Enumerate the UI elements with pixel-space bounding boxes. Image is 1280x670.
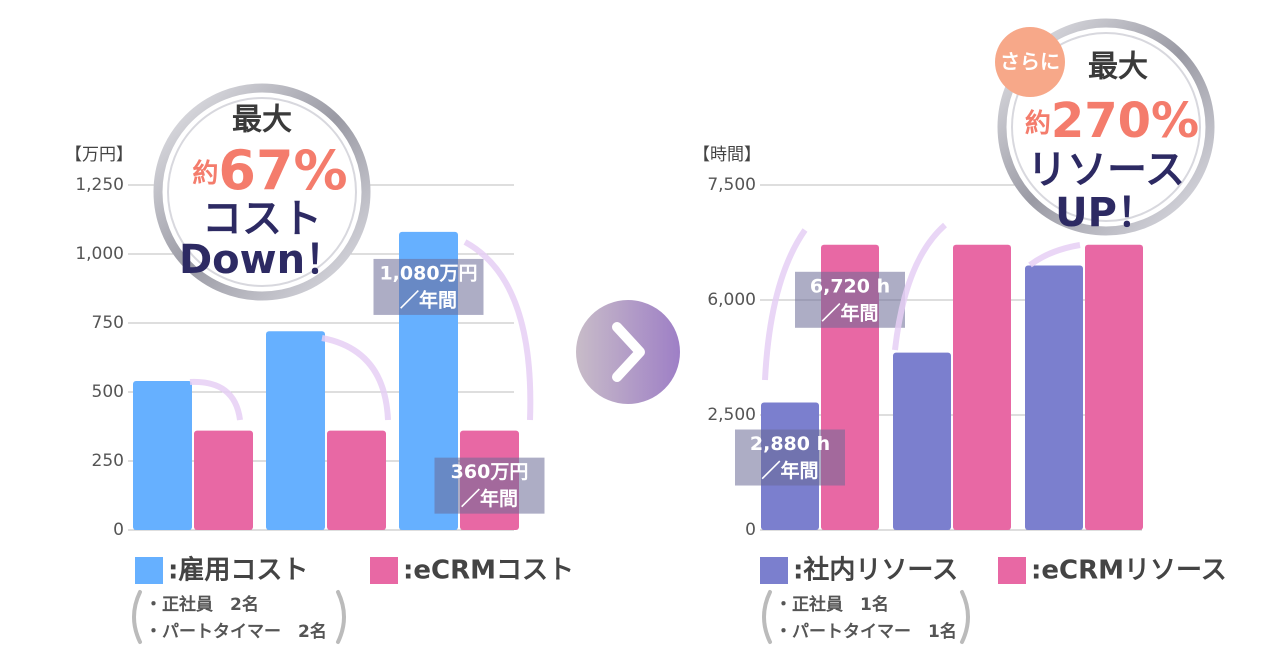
unit-label: 【万円】: [65, 145, 133, 165]
value-label: 6,720 h: [810, 275, 890, 297]
decor-arrows: [189, 222, 1081, 421]
badge: 最大 約67% コスト Down！: [153, 83, 371, 301]
badge-circle: [153, 83, 371, 301]
bar: [953, 244, 1011, 531]
bar: [266, 331, 325, 530]
charts: 【万円】 0 250 500 750 1,000 1,250 :雇用コスト :eCRMコスト 1,…: [65, 145, 1227, 642]
legend-label: :eCRMリソース: [1031, 556, 1227, 586]
badge-number: 67%: [218, 139, 347, 202]
value-label: 360万円: [451, 461, 529, 483]
y-tick-label: 0: [745, 520, 756, 540]
y-tick-label: 250: [92, 451, 124, 471]
badge-prefix: 約: [192, 158, 218, 189]
y-tick-label: 6,000: [707, 290, 756, 310]
legend-swatch: [135, 557, 163, 584]
badge-tag-circle: [995, 27, 1065, 97]
bar: [1085, 244, 1143, 531]
bar: [1025, 265, 1083, 530]
badge-line: Down！: [179, 237, 345, 283]
value-label-suffix: ／年間: [461, 487, 518, 510]
badge-lead: 最大: [1088, 50, 1148, 85]
badge-inner-ring: [1011, 32, 1201, 222]
value-label-box: [795, 271, 905, 328]
value-label: 2,880 h: [750, 433, 830, 455]
y-tick-label: 500: [92, 382, 124, 402]
legend-label: :eCRMコスト: [403, 556, 574, 586]
note: ・正社員 1名: [775, 594, 889, 615]
note: ・正社員 2名: [145, 594, 259, 615]
bar: [327, 430, 386, 530]
legend-label: :雇用コスト: [168, 555, 308, 586]
y-tick-label: 7,500: [707, 175, 756, 195]
legend-swatch: [760, 557, 788, 584]
value-label-box: [434, 457, 545, 514]
next-arrow: [576, 300, 680, 404]
badge-lead: 最大: [232, 103, 292, 138]
badge-line: リソース: [1027, 147, 1185, 193]
y-tick-label: 1,000: [75, 244, 124, 264]
value-label-suffix: ／年間: [761, 459, 818, 482]
chevron: [612, 322, 645, 382]
legend-swatch: [370, 557, 398, 584]
y-tick-label: 0: [113, 520, 124, 540]
badge-prefix: 約: [1025, 108, 1051, 139]
badge-inner-ring: [167, 97, 357, 287]
y-tick-label: 750: [92, 313, 124, 333]
value-label-box: [735, 429, 845, 486]
y-tick-label: 2,500: [707, 405, 756, 425]
legend-swatch: [998, 557, 1026, 584]
unit-label: 【時間】: [693, 145, 761, 165]
badge: 最大 約270% リソース UP！ さらに: [995, 18, 1215, 236]
legend-label: :社内リソース: [793, 555, 958, 586]
value-label-suffix: ／年間: [400, 288, 457, 311]
y-tick-label: 1,250: [75, 175, 124, 195]
value-label-suffix: ／年間: [821, 301, 878, 324]
note: ・パートタイマー 2名: [145, 621, 327, 642]
badge-number: 270%: [1051, 93, 1199, 149]
value-label-box: [373, 258, 484, 315]
badge-figure: 約270%: [1025, 93, 1199, 149]
bar: [133, 380, 192, 530]
note: ・パートタイマー 1名: [775, 621, 957, 642]
value-label: 1,080万円: [379, 262, 477, 284]
note-brackets: [132, 590, 970, 644]
bar: [893, 352, 951, 530]
bar: [194, 430, 253, 530]
badge-figure: 約67%: [192, 139, 347, 202]
badge-tag: さらに: [1000, 50, 1060, 74]
badge-line: UP！: [1055, 190, 1157, 236]
badge-line: コスト: [202, 196, 322, 242]
